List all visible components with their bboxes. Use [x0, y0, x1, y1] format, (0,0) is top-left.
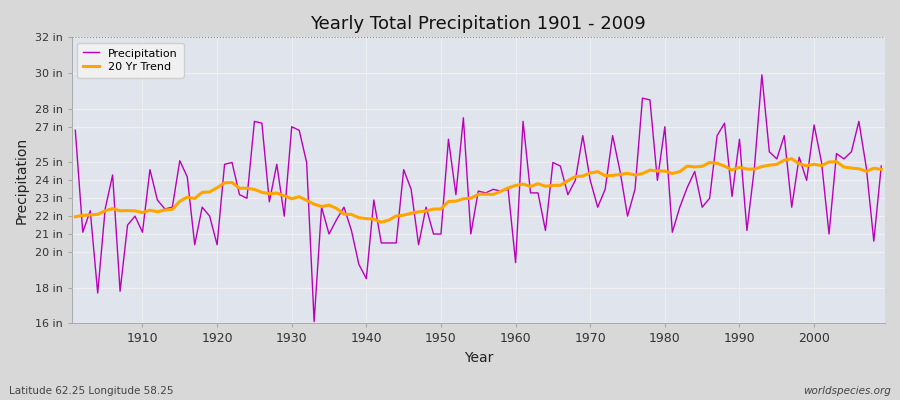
- Line: Precipitation: Precipitation: [76, 75, 881, 322]
- Precipitation: [608, 133, 618, 138]
- Precipitation: [130, 214, 140, 218]
- Precipitation: [309, 319, 320, 324]
- Precipitation: [293, 128, 304, 133]
- Y-axis label: Precipitation: Precipitation: [15, 137, 29, 224]
- X-axis label: Year: Year: [464, 351, 493, 365]
- Precipitation: [70, 128, 81, 133]
- 20 Yr Trend: [787, 156, 797, 161]
- Title: Yearly Total Precipitation 1901 - 2009: Yearly Total Precipitation 1901 - 2009: [310, 15, 646, 33]
- Precipitation: [757, 72, 768, 77]
- Precipitation: [876, 164, 886, 168]
- Precipitation: [346, 228, 356, 233]
- Text: Latitude 62.25 Longitude 58.25: Latitude 62.25 Longitude 58.25: [9, 386, 174, 396]
- Precipitation: [518, 119, 528, 124]
- 20 Yr Trend: [376, 220, 387, 225]
- Precipitation: [510, 260, 521, 265]
- 20 Yr Trend: [510, 183, 521, 188]
- 20 Yr Trend: [608, 173, 618, 178]
- 20 Yr Trend: [130, 208, 140, 213]
- Line: 20 Yr Trend: 20 Yr Trend: [76, 159, 881, 222]
- 20 Yr Trend: [338, 212, 349, 216]
- 20 Yr Trend: [70, 214, 81, 219]
- Text: worldspecies.org: worldspecies.org: [803, 386, 891, 396]
- 20 Yr Trend: [518, 182, 528, 186]
- Legend: Precipitation, 20 Yr Trend: Precipitation, 20 Yr Trend: [77, 43, 184, 78]
- 20 Yr Trend: [293, 194, 304, 199]
- 20 Yr Trend: [876, 167, 886, 172]
